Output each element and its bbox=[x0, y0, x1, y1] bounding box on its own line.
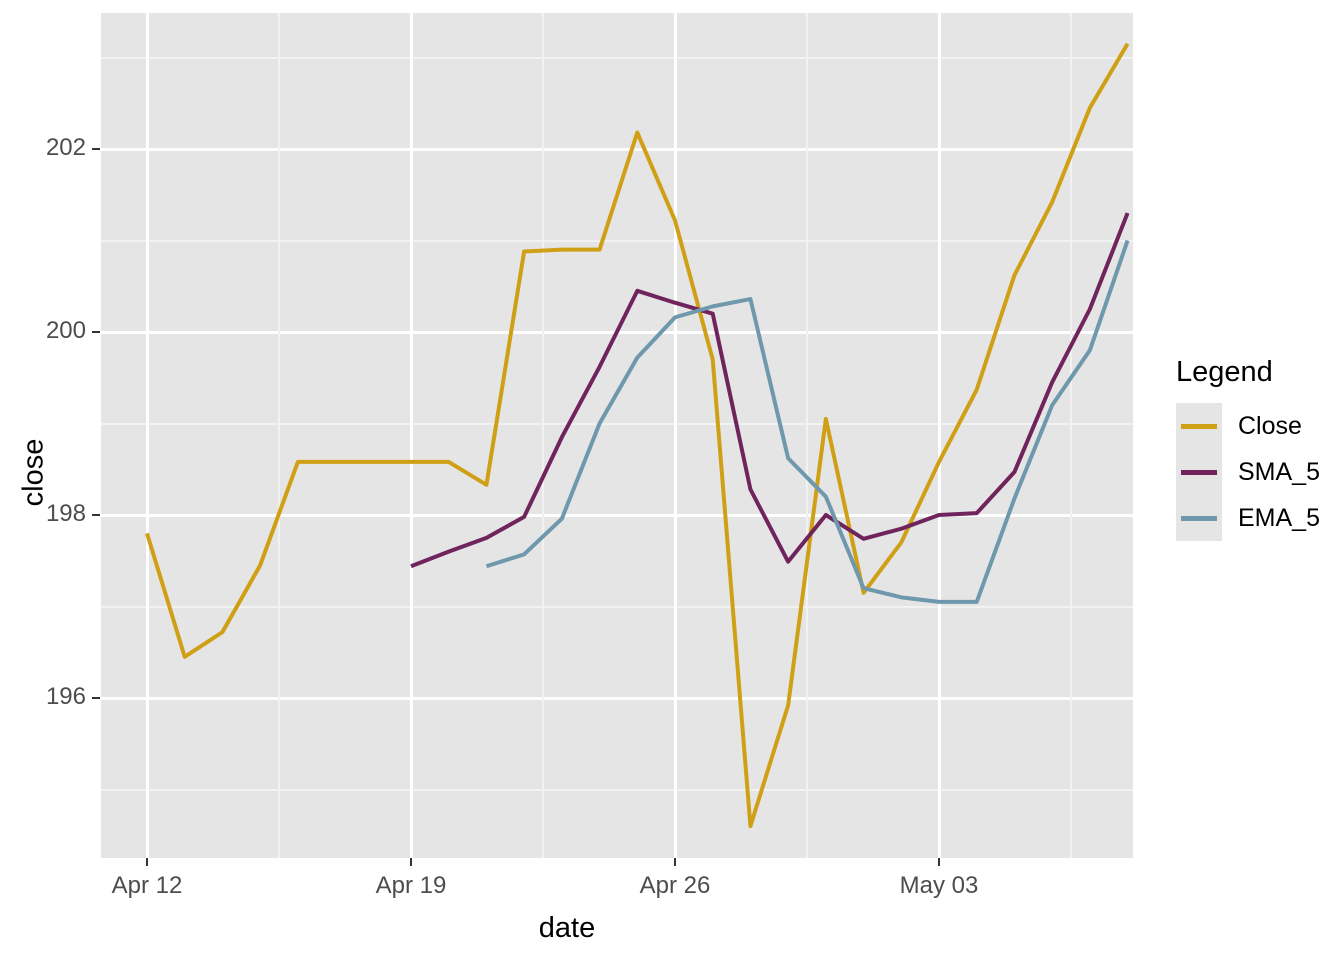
legend-item-close[interactable]: Close bbox=[1176, 403, 1320, 449]
gridline-x-major bbox=[938, 13, 941, 858]
y-axis-title: close bbox=[17, 438, 50, 507]
x-tick-mark bbox=[938, 858, 940, 866]
legend-key bbox=[1176, 449, 1222, 495]
legend-items: Close SMA_5 EMA_5 bbox=[1176, 403, 1320, 541]
legend: Legend Close SMA_5 EMA_5 bbox=[1176, 356, 1320, 541]
x-tick-label: Apr 19 bbox=[375, 872, 447, 899]
gridline-x-major bbox=[410, 13, 413, 858]
legend-line-icon bbox=[1181, 515, 1217, 521]
legend-key bbox=[1176, 403, 1222, 449]
x-tick-mark bbox=[410, 858, 412, 866]
legend-item-label: Close bbox=[1238, 411, 1302, 440]
gridline-x-major bbox=[674, 13, 677, 858]
y-tick-mark bbox=[92, 331, 100, 333]
x-tick-label: May 03 bbox=[899, 872, 979, 899]
legend-item-sma_5[interactable]: SMA_5 bbox=[1176, 449, 1320, 495]
legend-title: Legend bbox=[1176, 356, 1273, 388]
x-tick-label: Apr 26 bbox=[639, 872, 711, 899]
legend-line-icon bbox=[1181, 423, 1217, 429]
x-tick-mark bbox=[674, 858, 676, 866]
y-tick-mark bbox=[92, 148, 100, 150]
x-axis-title: date bbox=[538, 912, 596, 944]
series-line-close bbox=[145, 42, 1130, 829]
y-tick-label: 196 bbox=[45, 683, 86, 710]
legend-item-label: EMA_5 bbox=[1238, 503, 1320, 532]
gridline-x-minor bbox=[278, 13, 280, 858]
series-line-ema_5 bbox=[485, 239, 1130, 604]
y-tick-mark bbox=[92, 514, 100, 516]
gridline-y-major bbox=[101, 514, 1133, 517]
gridline-y-minor bbox=[101, 788, 1133, 791]
y-tick-label: 200 bbox=[45, 317, 86, 344]
gridline-y-minor bbox=[101, 56, 1133, 59]
legend-key bbox=[1176, 495, 1222, 541]
legend-item-ema_5[interactable]: EMA_5 bbox=[1176, 495, 1320, 541]
legend-item-label: SMA_5 bbox=[1238, 457, 1320, 486]
gridline-y-major bbox=[101, 697, 1133, 700]
y-tick-label: 202 bbox=[45, 134, 86, 161]
x-tick-mark bbox=[146, 858, 148, 866]
gridline-x-minor bbox=[542, 13, 544, 858]
series-line-sma_5 bbox=[410, 212, 1130, 569]
gridline-y-minor bbox=[101, 239, 1133, 242]
gridline-x-major bbox=[146, 13, 149, 858]
gridline-x-minor bbox=[806, 13, 808, 858]
y-tick-mark bbox=[92, 697, 100, 699]
x-tick-label: Apr 12 bbox=[111, 872, 183, 899]
legend-line-icon bbox=[1181, 469, 1217, 475]
plot-lines bbox=[145, 42, 1130, 829]
gridline-y-major bbox=[101, 148, 1133, 151]
plot-panel bbox=[101, 13, 1133, 858]
gridline-y-minor bbox=[101, 422, 1133, 425]
gridline-x-minor bbox=[1070, 13, 1072, 858]
y-tick-label: 198 bbox=[45, 500, 86, 527]
gridline-y-minor bbox=[101, 605, 1133, 608]
